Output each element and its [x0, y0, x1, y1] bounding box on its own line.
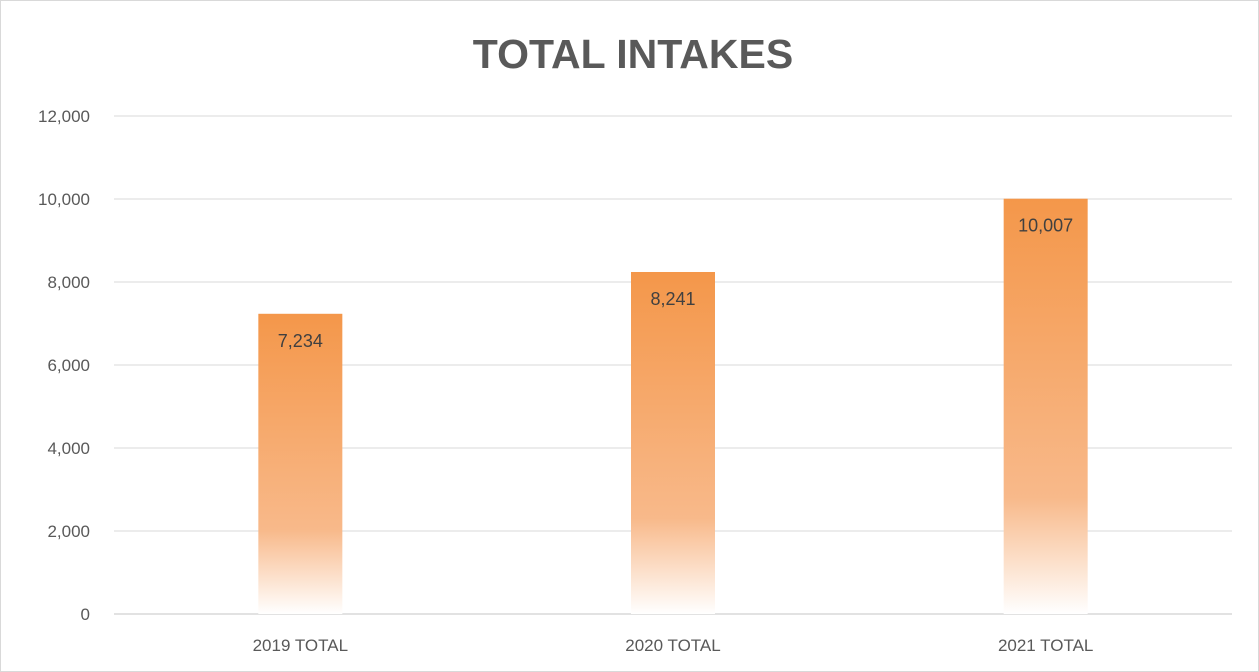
data-label-2: 8,241	[650, 289, 695, 309]
y-tick-label: 2,000	[47, 522, 90, 541]
data-labels: 7,234 8,241 10,007	[278, 216, 1073, 351]
bar-1	[258, 313, 343, 614]
data-label-1: 7,234	[278, 331, 323, 351]
category-label-2: 2020 TOTAL	[625, 636, 720, 655]
y-tick-label: 12,000	[38, 107, 90, 126]
bar-2	[631, 271, 715, 614]
y-tick-label: 10,000	[38, 190, 90, 209]
y-tick-label: 6,000	[47, 356, 90, 375]
chart-title: TOTAL INTAKES	[473, 31, 793, 77]
y-tick-label: 4,000	[47, 439, 90, 458]
bar-3	[1003, 198, 1088, 614]
x-axis-categories: 2019 TOTAL 2020 TOTAL 2021 TOTAL	[253, 636, 1094, 655]
bars	[258, 198, 1088, 614]
category-label-1: 2019 TOTAL	[253, 636, 348, 655]
category-label-3: 2021 TOTAL	[998, 636, 1093, 655]
y-tick-label: 0	[81, 605, 90, 624]
y-tick-label: 8,000	[47, 273, 90, 292]
y-axis-ticks: 0 2,000 4,000 6,000 8,000 10,000 12,000	[38, 107, 90, 624]
data-label-3: 10,007	[1018, 216, 1073, 236]
